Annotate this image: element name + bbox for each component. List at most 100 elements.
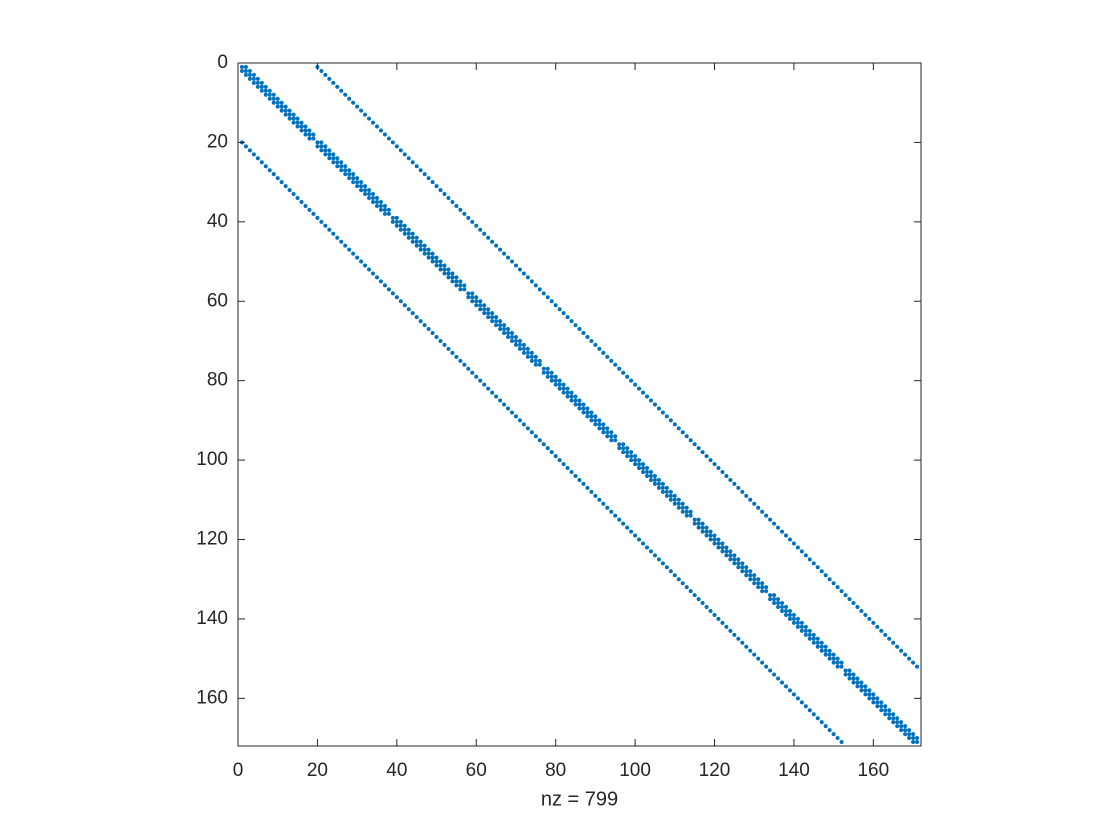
point [740, 569, 745, 574]
point [247, 76, 252, 81]
point [827, 728, 832, 733]
point [605, 505, 610, 510]
point [307, 136, 312, 141]
point [355, 180, 360, 185]
point [351, 100, 356, 105]
point [509, 410, 514, 415]
y-tick-label: 60 [207, 290, 228, 311]
point [613, 513, 618, 518]
point [239, 64, 244, 69]
point [565, 386, 570, 391]
point [899, 648, 904, 653]
point [509, 334, 514, 339]
point [307, 132, 312, 137]
point [494, 323, 499, 328]
point [688, 513, 693, 518]
point [732, 561, 737, 566]
point [851, 601, 856, 606]
point [267, 92, 272, 97]
point [502, 327, 507, 332]
point [557, 386, 562, 391]
point [593, 493, 598, 498]
point [621, 370, 626, 375]
point [279, 104, 284, 109]
point [565, 390, 570, 395]
point [303, 124, 308, 129]
point [787, 537, 792, 542]
point [545, 366, 550, 371]
point [855, 684, 860, 689]
point [446, 267, 451, 272]
point [327, 156, 332, 161]
point [601, 430, 606, 435]
point [835, 736, 840, 741]
point [803, 624, 808, 629]
point [879, 700, 884, 705]
point [331, 231, 336, 236]
point [490, 315, 495, 320]
point [648, 470, 653, 475]
point [680, 581, 685, 586]
point [506, 327, 511, 332]
point [899, 720, 904, 725]
point [859, 684, 864, 689]
point [795, 696, 800, 701]
point [271, 92, 276, 97]
point [633, 533, 638, 538]
point [708, 458, 713, 463]
point [637, 386, 642, 391]
point [903, 728, 908, 733]
point [525, 350, 530, 355]
point [577, 402, 582, 407]
point [756, 577, 761, 582]
point [486, 311, 491, 316]
point [815, 716, 820, 721]
point [243, 68, 248, 73]
point [438, 267, 443, 272]
point [875, 704, 880, 709]
point [768, 517, 773, 522]
point [255, 76, 260, 81]
point [859, 608, 864, 613]
point [374, 203, 379, 208]
point [355, 176, 360, 181]
point [819, 648, 824, 653]
point [509, 338, 514, 343]
point [482, 311, 487, 316]
point [601, 350, 606, 355]
point [768, 668, 773, 673]
point [641, 541, 646, 546]
point [776, 605, 781, 610]
point [807, 632, 812, 637]
point [529, 354, 534, 359]
point [645, 466, 650, 471]
point [283, 184, 288, 189]
point [339, 239, 344, 244]
point [553, 378, 558, 383]
point [633, 462, 638, 467]
point [279, 108, 284, 113]
point [406, 235, 411, 240]
point [442, 263, 447, 268]
point [494, 319, 499, 324]
point [374, 196, 379, 201]
point [569, 319, 574, 324]
point [672, 573, 677, 578]
point [700, 529, 705, 534]
point [756, 656, 761, 661]
point [843, 668, 848, 673]
point [787, 612, 792, 617]
point [783, 684, 788, 689]
point [696, 597, 701, 602]
point [887, 708, 892, 713]
point [251, 152, 256, 157]
point [601, 426, 606, 431]
point [502, 402, 507, 407]
point [859, 688, 864, 693]
point [656, 485, 661, 490]
point [557, 378, 562, 383]
point [434, 263, 439, 268]
point [513, 338, 518, 343]
point [720, 545, 725, 550]
y-tick-label: 100 [196, 449, 228, 470]
